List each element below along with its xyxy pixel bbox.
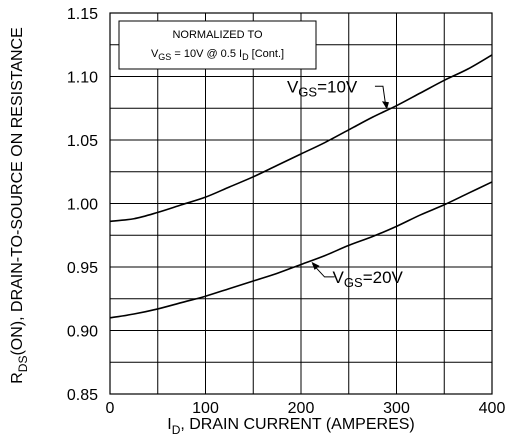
plot-frame xyxy=(109,12,493,395)
grid xyxy=(110,13,492,394)
y-tick-label: 1.00 xyxy=(67,197,98,214)
y-axis-title-rest: (ON), DRAIN-TO-SOURCE ON RESISTANCE xyxy=(9,27,26,355)
x-axis-title-main: I xyxy=(167,416,171,433)
annotation-i-sub: D xyxy=(242,52,249,62)
annotation-line-1: NORMALIZED TO xyxy=(172,29,262,41)
annotation-v-sub: GS xyxy=(158,52,171,62)
y-tick-label: 0.90 xyxy=(67,324,98,341)
annotation-mid: = 10V @ 0.5 I xyxy=(171,48,242,60)
series-label-20v-rest: =20V xyxy=(363,268,404,287)
series-label-vgs-20v: VGS=20V xyxy=(333,268,404,290)
tick-labels: 0 100 200 300 400 0.85 0.90 0.95 1.00 1.05 1.10 1.1… xyxy=(67,6,506,417)
series-line-vgs-20v xyxy=(109,181,493,319)
callout-arrow-10v xyxy=(381,101,389,110)
callout-leader-10v xyxy=(374,85,387,108)
y-tick-label: 0.95 xyxy=(67,260,98,277)
y-axis-title: RDS(ON), DRAIN-TO-SOURCE ON RESISTANCE xyxy=(9,27,30,384)
x-tick-label: 400 xyxy=(479,400,506,417)
y-axis-title-main: R xyxy=(9,372,26,384)
series-callouts: VGS=10V VGS=20V xyxy=(287,77,404,290)
y-tick-label: 0.85 xyxy=(67,387,98,404)
x-axis-title: ID, DRAIN CURRENT (AMPERES) xyxy=(167,416,415,437)
x-axis-title-sub: D xyxy=(172,423,181,437)
series-label-20v-sub: GS xyxy=(344,275,363,290)
series-label-10v-sub: GS xyxy=(298,84,317,99)
y-tick-label: 1.10 xyxy=(67,70,98,87)
annotation-end: [Cont.] xyxy=(249,48,284,60)
series-label-10v-main: V xyxy=(287,77,299,96)
series-group xyxy=(109,54,493,319)
series-label-10v-rest: =10V xyxy=(317,77,358,96)
callout-arrow-20v xyxy=(311,261,320,270)
y-tick-label: 1.15 xyxy=(67,6,98,23)
series-label-20v-main: V xyxy=(333,268,345,287)
x-axis-title-rest: , DRAIN CURRENT (AMPERES) xyxy=(180,416,414,433)
x-tick-label: 0 xyxy=(106,400,115,417)
annotation-v: V xyxy=(151,48,159,60)
x-tick-label: 100 xyxy=(192,400,219,417)
annotation-line-2: VGS = 10V @ 0.5 ID [Cont.] xyxy=(151,48,284,62)
series-label-vgs-10v: VGS=10V xyxy=(287,77,358,99)
x-tick-label: 200 xyxy=(288,400,315,417)
annotation-box: NORMALIZED TO VGS = 10V @ 0.5 ID [Cont.] xyxy=(118,20,317,70)
y-axis-title-sub: DS xyxy=(16,356,30,373)
x-tick-label: 300 xyxy=(383,400,410,417)
y-tick-label: 1.05 xyxy=(67,133,98,150)
series-line-vgs-10v xyxy=(109,54,493,223)
